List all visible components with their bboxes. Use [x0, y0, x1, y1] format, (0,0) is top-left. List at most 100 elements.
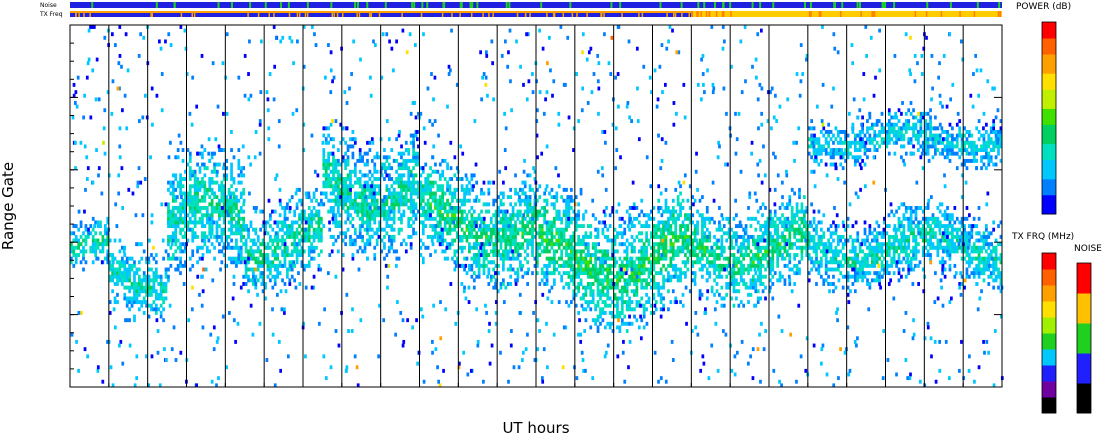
echo-cell — [582, 285, 585, 290]
echo-cell — [623, 231, 627, 236]
echo-cell — [892, 256, 896, 261]
echo-cell — [531, 249, 534, 254]
echo-cell — [781, 274, 784, 279]
echo-cell — [516, 267, 520, 272]
echo-cell — [781, 195, 784, 200]
echo-cell — [565, 253, 568, 257]
echo-cell — [256, 263, 260, 268]
echo-cell — [696, 231, 699, 236]
echo-cell — [502, 202, 505, 207]
echo-cell — [691, 231, 695, 236]
echo-cell — [807, 242, 811, 247]
echo-cell — [533, 198, 537, 203]
echo-cell — [370, 216, 374, 221]
echo-cell — [276, 231, 280, 236]
echo-cell — [577, 260, 580, 265]
echo-cell — [278, 245, 282, 250]
echo-cell — [798, 231, 801, 236]
echo-cell — [756, 249, 760, 254]
echo-cell — [244, 263, 248, 268]
echo-cell — [227, 202, 231, 207]
echo-cell — [951, 224, 954, 229]
echo-cell — [431, 198, 435, 203]
echo-cell — [788, 195, 792, 200]
echo-cell — [159, 296, 163, 301]
echo-cell — [356, 180, 360, 185]
echo-cell — [540, 224, 544, 229]
echo-cell — [965, 267, 969, 272]
echo-cell — [249, 238, 253, 243]
echo-cell — [686, 256, 690, 261]
echo-cell — [485, 263, 488, 268]
echo-cell — [805, 234, 809, 239]
echo-cell — [281, 249, 284, 254]
echo-cell — [235, 195, 238, 200]
echo-cell — [346, 187, 350, 192]
echo-cell — [637, 278, 641, 283]
echo-cell — [295, 234, 299, 239]
echo-cell — [555, 195, 559, 200]
echo-cell — [419, 202, 423, 207]
echo-cell — [664, 209, 668, 214]
echo-cell — [960, 256, 964, 261]
echo-cell — [366, 227, 369, 232]
echo-cell — [188, 256, 192, 261]
echo-cell — [521, 242, 525, 247]
echo-cell — [810, 245, 813, 250]
echo-cell — [637, 300, 641, 305]
echo-cell — [509, 231, 513, 236]
echo-cell — [477, 213, 481, 218]
echo-cell — [521, 231, 525, 236]
echo-cell — [732, 260, 736, 265]
echo-cell — [317, 263, 321, 268]
echo-cell — [341, 191, 345, 196]
echo-cell — [917, 224, 920, 229]
echo-cell — [196, 220, 199, 225]
echo-cell — [443, 191, 447, 196]
echo-cell — [664, 234, 668, 239]
echo-cell — [618, 289, 622, 294]
echo-cell — [800, 234, 804, 239]
echo-cell — [327, 162, 330, 167]
echo-cell — [222, 198, 226, 203]
echo-cell — [669, 216, 673, 221]
echo-cell — [519, 202, 522, 207]
echo-cell — [970, 234, 974, 239]
echo-cell — [817, 238, 821, 243]
echo-cell — [642, 314, 646, 319]
echo-cell — [565, 245, 568, 250]
noise-band-tick — [759, 2, 762, 8]
echo-cell — [334, 195, 338, 200]
echo-cell — [579, 256, 583, 261]
echo-cell — [269, 224, 272, 229]
echo-cell — [412, 148, 415, 152]
echo-cell — [606, 253, 610, 257]
echo-cell — [453, 155, 457, 160]
echo-cell — [404, 166, 408, 171]
echo-cell — [106, 253, 110, 257]
echo-cell — [186, 148, 190, 152]
echo-cell — [523, 224, 527, 229]
echo-cell — [642, 285, 646, 290]
echo-cell — [955, 216, 959, 221]
echo-cell — [569, 267, 573, 272]
echo-cell — [334, 119, 338, 124]
echo-cell — [400, 216, 403, 221]
echo-cell — [74, 224, 78, 229]
echo-cell — [264, 285, 267, 290]
echo-cell — [353, 137, 357, 142]
echo-cell — [358, 177, 362, 181]
echo-cell — [819, 227, 823, 232]
echo-cell — [781, 224, 784, 229]
echo-cell — [77, 253, 81, 257]
echo-cell — [193, 191, 197, 196]
echo-cell — [819, 220, 823, 225]
echo-cell — [941, 267, 945, 272]
echo-cell — [264, 256, 267, 261]
txfreq-band-tick — [603, 11, 605, 17]
echo-cell — [344, 202, 347, 207]
echo-cell — [290, 267, 294, 272]
echo-cell — [759, 282, 763, 286]
echo-cell — [286, 271, 289, 276]
echo-cell — [91, 216, 95, 221]
